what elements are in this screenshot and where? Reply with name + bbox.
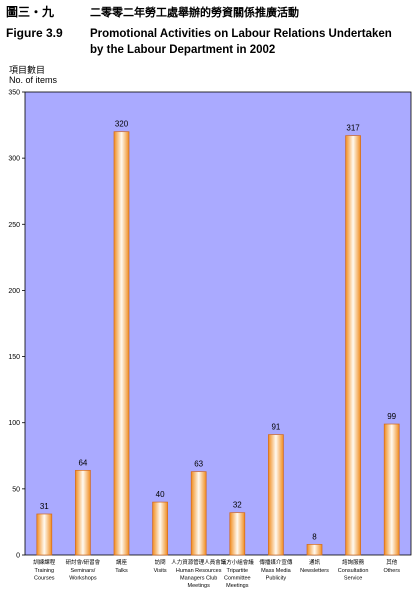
- bar-value-label: 91: [271, 423, 280, 432]
- bar-value-label: 40: [156, 490, 165, 499]
- bar: [190, 471, 207, 556]
- category-label-zh: 其他: [386, 558, 398, 566]
- y-axis-label-zh: 項目數目: [9, 65, 46, 75]
- category-label-zh: 人力資源管理人員會議: [171, 558, 227, 566]
- category-labels: 訓練課程 Training Courses 研討會/研習會 Seminars/Works…: [33, 558, 400, 589]
- bar: [229, 512, 246, 556]
- bar: [306, 544, 323, 556]
- y-tick-label: 0: [16, 553, 20, 560]
- header-row-en: Figure 3.9 Promotional Activities on Labo…: [6, 24, 418, 42]
- figure-number-zh: 圖三・九: [6, 5, 55, 19]
- bars: 31 64 320 40 63 32 91 8 317 99: [36, 120, 400, 556]
- category-label-zh: 講座: [116, 558, 128, 566]
- title-en-line1: Promotional Activities on Labour Relatio…: [90, 28, 392, 40]
- category-label-en: Tripartite: [227, 568, 249, 574]
- y-tick-label: 350: [8, 90, 20, 97]
- bar-value-label: 63: [194, 460, 203, 469]
- bar: [152, 501, 168, 556]
- y-tick-label: 100: [8, 420, 20, 427]
- category-label-en: Consultation: [338, 568, 369, 574]
- category-label-en: Committee: [224, 576, 251, 582]
- category-label-en: Human Resources: [176, 568, 222, 574]
- bar: [268, 434, 284, 556]
- title-zh: 二零零二年勞工處舉辦的勞資關係推廣活動: [90, 7, 299, 19]
- category-label-en: Courses: [34, 576, 55, 582]
- category-label-en: Publicity: [266, 576, 287, 582]
- category-label-zh: 諮詢服務: [342, 558, 365, 566]
- bar-value-label: 31: [40, 502, 49, 511]
- title-en-line2: by the Labour Department in 2002: [90, 44, 276, 56]
- category-label-zh: 訪問: [155, 558, 167, 566]
- category-label-zh: 通訊: [309, 558, 321, 566]
- category-label-en: Service: [344, 576, 362, 582]
- y-axis-label-en: No. of items: [9, 75, 58, 85]
- bar: [36, 513, 53, 556]
- category-label-en: Seminars/: [71, 568, 96, 574]
- category-label-en: Talks: [115, 568, 128, 574]
- bar-value-label: 99: [387, 412, 396, 421]
- category-label-zh: 三方小組會議: [221, 558, 255, 566]
- category-label-en: Meetings: [188, 583, 211, 589]
- bar-value-label: 320: [115, 120, 129, 129]
- y-tick-label: 300: [8, 156, 20, 163]
- y-tick-label: 250: [8, 222, 20, 229]
- bar: [345, 135, 361, 556]
- category-label-en: Newsletters: [300, 568, 329, 574]
- bar-value-label: 317: [346, 124, 360, 133]
- category-label-zh: 傳播媒介宣傳: [259, 558, 293, 566]
- y-tick-label: 200: [8, 288, 20, 295]
- y-axis: 0 50 100 150 200 250 300 350: [8, 90, 25, 560]
- figure-number-en: Figure 3.9: [6, 26, 63, 40]
- category-label-en: Visits: [154, 568, 167, 574]
- header-row-en-2: by the Labour Department in 2002: [90, 40, 418, 58]
- category-label-en: Meetings: [226, 583, 249, 589]
- category-label-zh: 訓練課程: [33, 558, 56, 566]
- category-label-en: Mass Media: [261, 568, 292, 574]
- bar: [383, 423, 400, 556]
- category-label-en: Workshops: [69, 576, 97, 582]
- category-label-en: Training: [34, 568, 54, 574]
- bar: [75, 469, 91, 556]
- category-label-en: Others: [383, 568, 400, 574]
- category-label-en: Managers Club: [180, 576, 217, 582]
- bar: [113, 131, 130, 556]
- y-tick-label: 50: [12, 486, 20, 493]
- bar-value-label: 64: [78, 458, 87, 467]
- bar-value-label: 32: [233, 501, 242, 510]
- category-label-zh: 研討會/研習會: [66, 558, 101, 566]
- bar-value-label: 8: [312, 532, 317, 541]
- header-row-zh: 圖三・九 二零零二年勞工處舉辦的勞資關係推廣活動: [6, 3, 418, 21]
- y-tick-label: 150: [8, 354, 20, 361]
